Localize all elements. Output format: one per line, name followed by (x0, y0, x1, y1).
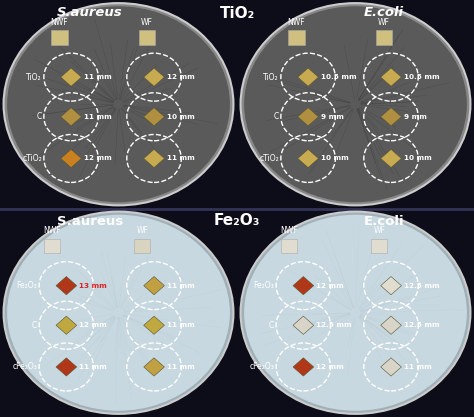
Polygon shape (144, 108, 164, 126)
Polygon shape (381, 108, 401, 126)
Text: 11 mm: 11 mm (84, 74, 111, 80)
Text: C: C (36, 112, 42, 121)
Text: E.coli: E.coli (364, 215, 404, 228)
Text: C: C (273, 112, 279, 121)
Ellipse shape (244, 215, 467, 411)
FancyBboxPatch shape (371, 239, 388, 254)
Ellipse shape (4, 212, 233, 414)
Text: TiO₂: TiO₂ (219, 6, 255, 21)
Text: 9 mm: 9 mm (404, 114, 427, 120)
FancyBboxPatch shape (281, 239, 298, 254)
Polygon shape (56, 316, 77, 334)
Polygon shape (381, 316, 401, 334)
Text: 12 mm: 12 mm (316, 283, 344, 289)
Text: WF: WF (378, 18, 390, 27)
Polygon shape (61, 149, 82, 168)
Polygon shape (381, 276, 401, 295)
Text: 10 mm: 10 mm (321, 156, 348, 161)
Text: WF: WF (136, 226, 148, 235)
Text: Fe₂O₃: Fe₂O₃ (17, 281, 37, 290)
Ellipse shape (4, 3, 233, 206)
Text: cFe₂O₃: cFe₂O₃ (249, 362, 274, 372)
Ellipse shape (7, 6, 230, 202)
Text: Fe₂O₃: Fe₂O₃ (254, 281, 274, 290)
Text: 11 mm: 11 mm (404, 364, 431, 370)
Polygon shape (144, 68, 164, 86)
Text: 12.5 mm: 12.5 mm (404, 283, 439, 289)
FancyBboxPatch shape (138, 30, 155, 45)
Polygon shape (381, 149, 401, 168)
Text: 10 mm: 10 mm (167, 114, 194, 120)
Text: cTiO₂: cTiO₂ (259, 154, 279, 163)
Polygon shape (144, 316, 164, 334)
Polygon shape (56, 358, 77, 376)
Text: S.aureus: S.aureus (57, 6, 123, 19)
Polygon shape (144, 149, 164, 168)
Polygon shape (298, 108, 319, 126)
Text: Fe₂O₃: Fe₂O₃ (214, 213, 260, 228)
Text: NWF: NWF (43, 226, 61, 235)
Text: 10.5 mm: 10.5 mm (404, 74, 439, 80)
Text: 12 mm: 12 mm (167, 74, 194, 80)
Polygon shape (61, 68, 82, 86)
Text: C: C (269, 321, 274, 330)
Text: 11 mm: 11 mm (79, 364, 107, 370)
Text: 10.5 mm: 10.5 mm (321, 74, 356, 80)
Polygon shape (293, 316, 314, 334)
Text: 9 mm: 9 mm (321, 114, 344, 120)
Text: NWF: NWF (287, 18, 305, 27)
FancyBboxPatch shape (375, 30, 392, 45)
Text: 12 mm: 12 mm (84, 156, 111, 161)
Polygon shape (381, 68, 401, 86)
Text: cFe₂O₃: cFe₂O₃ (12, 362, 37, 372)
Polygon shape (298, 68, 319, 86)
Polygon shape (144, 358, 164, 376)
Polygon shape (381, 358, 401, 376)
Text: 10 mm: 10 mm (404, 156, 431, 161)
Text: 12 mm: 12 mm (316, 364, 344, 370)
Ellipse shape (240, 212, 470, 414)
FancyBboxPatch shape (51, 30, 67, 45)
FancyBboxPatch shape (44, 239, 61, 254)
Polygon shape (144, 276, 164, 295)
Text: 13 mm: 13 mm (79, 283, 107, 289)
Polygon shape (298, 149, 319, 168)
Ellipse shape (244, 6, 467, 202)
Text: S.aureus: S.aureus (57, 215, 123, 228)
Text: 11 mm: 11 mm (167, 156, 194, 161)
Ellipse shape (240, 3, 470, 206)
Polygon shape (61, 108, 82, 126)
Polygon shape (293, 358, 314, 376)
FancyBboxPatch shape (134, 239, 151, 254)
Text: WF: WF (373, 226, 385, 235)
Text: 12.5 mm: 12.5 mm (404, 322, 439, 328)
Text: NWF: NWF (50, 18, 68, 27)
Polygon shape (56, 276, 77, 295)
Text: TiO₂: TiO₂ (264, 73, 279, 82)
Ellipse shape (7, 215, 230, 411)
Text: 12 mm: 12 mm (79, 322, 107, 328)
Text: 11 mm: 11 mm (167, 283, 194, 289)
Text: 11 mm: 11 mm (167, 364, 194, 370)
Text: 12.5 mm: 12.5 mm (316, 322, 352, 328)
Polygon shape (293, 276, 314, 295)
Text: 11 mm: 11 mm (84, 114, 111, 120)
Text: cTiO₂: cTiO₂ (22, 154, 42, 163)
Text: TiO₂: TiO₂ (27, 73, 42, 82)
Text: WF: WF (141, 18, 153, 27)
Text: NWF: NWF (280, 226, 298, 235)
Text: 11 mm: 11 mm (167, 322, 194, 328)
Text: C: C (32, 321, 37, 330)
Text: E.coli: E.coli (364, 6, 404, 19)
FancyBboxPatch shape (288, 30, 304, 45)
